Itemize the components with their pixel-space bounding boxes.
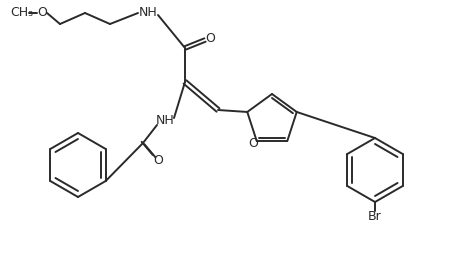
Text: O: O xyxy=(205,31,215,45)
Text: CH₃: CH₃ xyxy=(10,6,33,19)
Text: NH: NH xyxy=(139,6,157,19)
Text: O: O xyxy=(248,136,257,150)
Text: NH: NH xyxy=(156,113,174,126)
Text: O: O xyxy=(37,6,47,19)
Text: Br: Br xyxy=(368,210,382,223)
Text: O: O xyxy=(153,154,163,166)
